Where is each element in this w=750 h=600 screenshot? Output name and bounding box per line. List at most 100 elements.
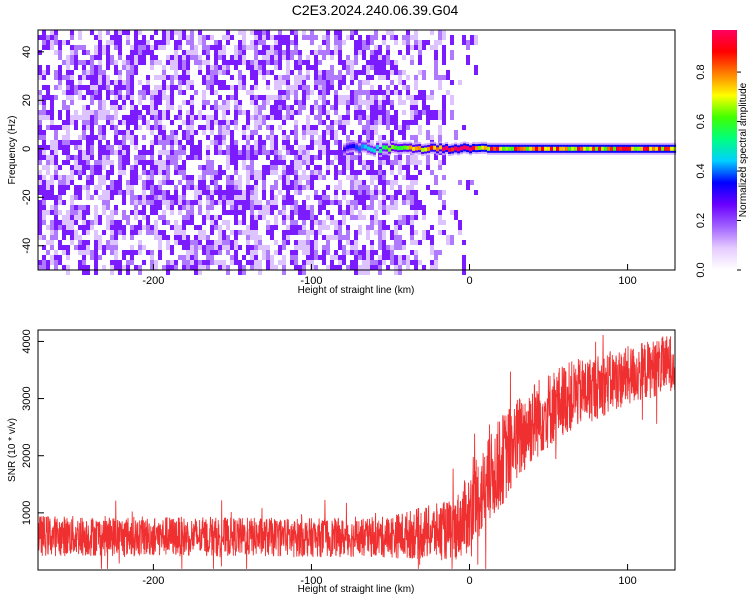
spectrogram-cell [78,150,82,160]
spectrogram-cell [390,165,394,170]
spectrogram-cell [242,220,246,225]
spectrogram-cell [346,85,350,90]
spectrogram-cell [238,85,242,90]
spectrogram-cell [426,95,430,100]
spectrogram-cell [298,205,302,210]
spectrogram-cell [374,130,378,135]
spectrogram-cell [402,120,406,125]
spectrogram-cell [222,170,226,175]
spectrogram-cell [142,225,146,230]
spectrogram-cell [138,245,142,250]
spectrogram-cell [394,225,398,230]
spectrogram-cell [426,115,430,125]
spectrogram-cell [414,95,418,100]
spectrogram-cell [434,260,438,270]
spectrogram-cell [154,95,158,105]
spectrogram-cell [414,155,418,165]
spectrogram-cell [166,200,170,210]
spectrogram-cell [38,265,42,270]
signal-core [487,146,491,151]
spectrogram-cell [218,70,222,75]
spectrogram-cell [350,35,354,40]
spectrogram-cell [262,75,266,80]
spectrogram-cell [98,90,102,100]
spectrogram-cell [46,165,50,175]
spectrogram-cell [142,60,146,65]
spectrogram-cell [298,225,302,230]
spectrogram-cell [402,70,406,75]
spectrogram-cell [238,55,242,65]
spectrogram-cell [38,35,42,40]
spectrogram-cell [218,50,222,55]
spectrogram-cell [90,225,94,230]
spectrogram-cell [394,85,398,90]
signal-core [496,146,500,151]
spectrogram-cell [154,205,158,215]
spectrogram-cell [158,240,162,245]
spectrogram-cell [350,205,354,215]
spectrogram-cell [222,100,226,105]
spectrogram-cell [86,110,90,120]
spectrogram-cell [162,110,166,120]
spectrogram-cell [86,230,90,235]
spectrogram-cell [406,220,410,225]
spectrogram-cell [154,235,158,240]
spectrogram-cell [338,205,342,215]
spectrogram-cell [306,215,310,220]
spectrogram-cell [362,50,366,55]
spectrogram-cell [282,100,286,110]
spectrogram-cell [246,170,250,175]
spectrogram-cell [250,235,254,240]
spectrogram-cell [410,60,414,65]
spectrogram-cell [258,70,262,75]
spectrogram-cell [94,245,98,255]
spectrogram-cell [226,175,230,185]
spectrogram-cell [310,185,314,190]
spectrogram-cell [54,220,58,225]
spectrogram-cell [426,105,430,110]
spectrogram-cell [262,245,266,255]
spectrogram-cell [42,210,46,215]
spectrogram-cell [170,30,174,40]
spectrogram-cell [370,220,374,230]
spectrogram-cell [294,90,298,100]
spectrogram-cell [102,175,106,185]
spectrogram-cell [270,150,274,155]
spectrogram-cell [206,35,210,40]
spectrogram-cell [374,195,378,200]
x-tick-label: 0 [466,275,472,287]
spectrogram-cell [374,265,378,270]
spectrogram-cell [50,240,54,245]
spectrogram-cell [98,245,102,250]
signal-core [532,146,536,151]
spectrogram-cell [38,220,42,225]
spectrogram-cell [238,30,242,35]
spectrogram-cell [118,95,122,100]
spectrogram-cell [266,60,270,65]
spectrogram-cell [198,210,202,215]
spectrogram-cell [358,85,362,95]
spectrogram-cell [422,235,426,240]
spectrogram-cell [422,215,426,220]
spectrogram-cell [46,145,50,150]
spectrogram-cell [158,250,162,255]
spectrogram-cell [378,200,382,210]
spectrogram-cell [270,35,274,40]
spectrogram-cell [242,50,246,55]
signal-core [448,147,452,152]
spectrogram-cell [362,130,366,135]
spectrogram-cell [442,35,446,40]
signal-core [625,146,629,151]
spectrogram-cell [170,225,174,230]
spectrogram-cell [178,80,182,85]
spectrogram-cell [338,245,342,250]
spectrogram-cell [366,230,370,235]
spectrogram-cell [298,65,302,70]
spectrogram-cell [306,35,310,40]
spectrogram-cell [178,65,182,70]
spectrogram-cell [98,150,102,155]
spectrogram-cell [278,110,282,120]
spectrogram-cell [118,180,122,190]
spectrogram-cell [294,160,298,165]
spectrogram-cell [410,260,414,265]
